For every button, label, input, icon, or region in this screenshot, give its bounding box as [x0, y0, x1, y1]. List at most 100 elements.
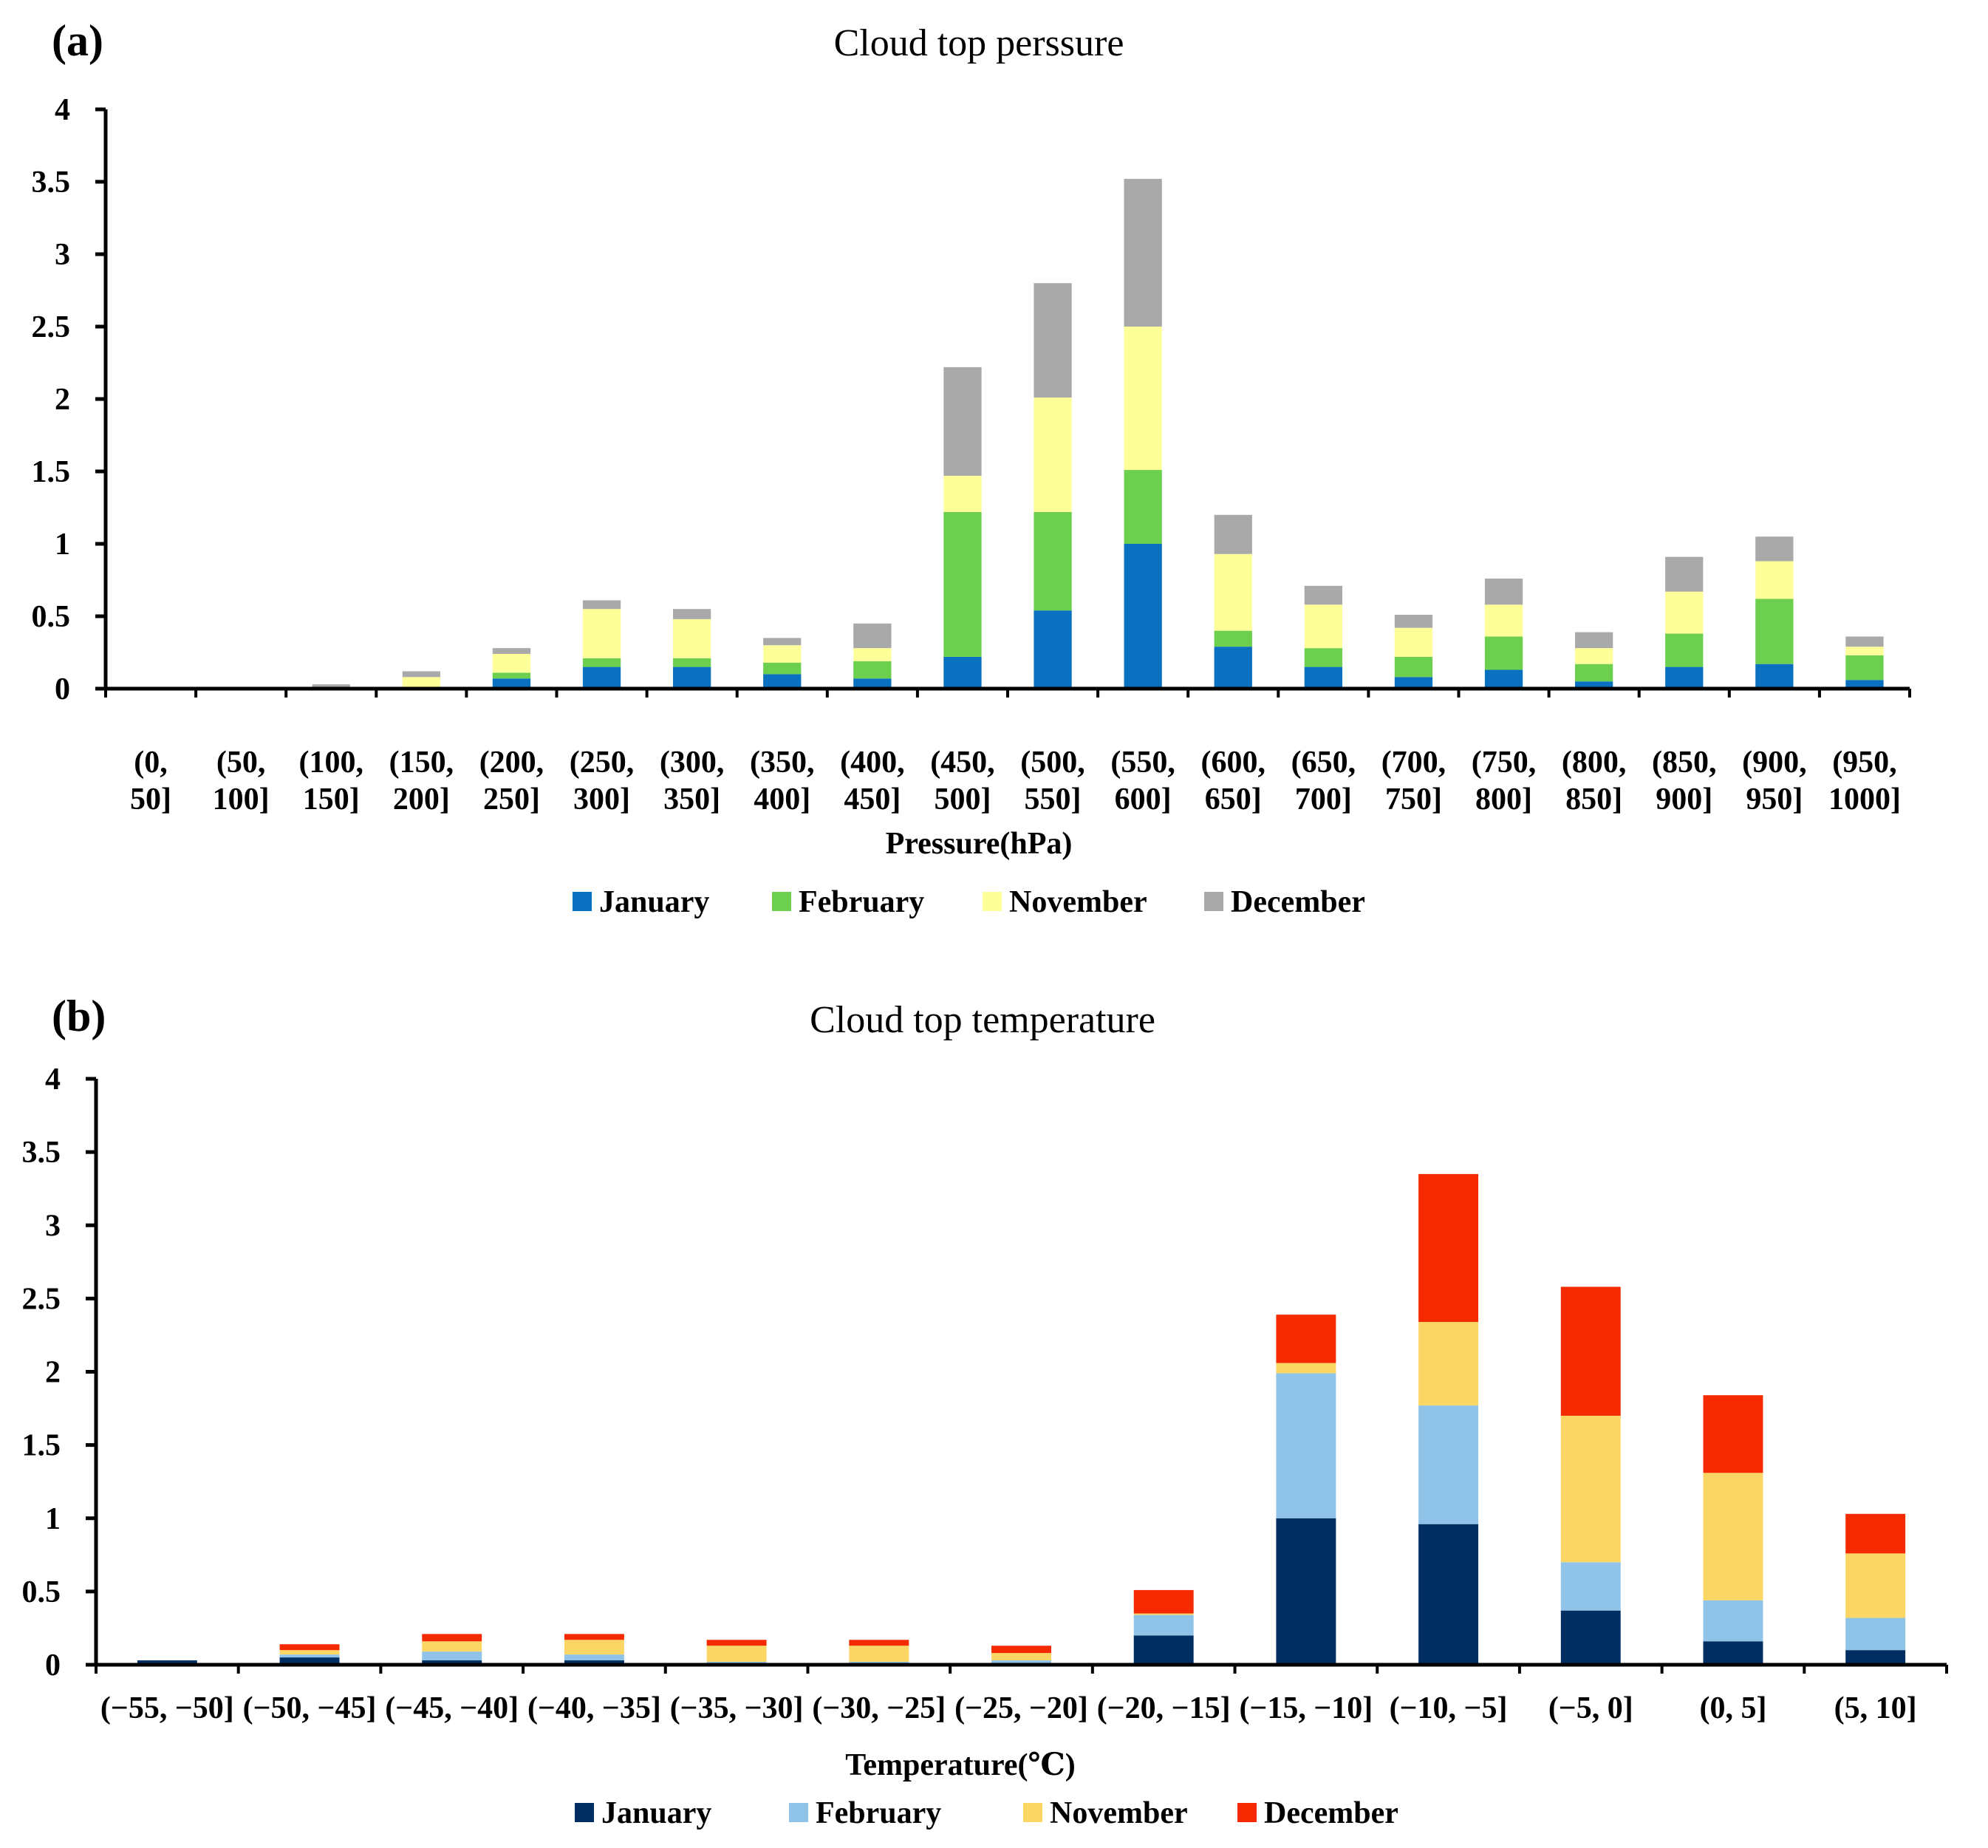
bar-segment-november [1418, 1322, 1479, 1406]
legend-label-february: February [816, 1796, 941, 1830]
bar-segment-january [1124, 544, 1162, 689]
bar-segment-january [1845, 1650, 1906, 1665]
x-tick-label: (650, [1291, 746, 1356, 780]
x-tick-label: (500, [1020, 746, 1085, 780]
bar-segment-february [1560, 1562, 1621, 1611]
x-tick-label: (−50, −45] [243, 1691, 377, 1725]
bar-segment-november [1703, 1473, 1763, 1600]
legend-swatch-december [1204, 892, 1223, 911]
bar-segment-december [312, 684, 350, 688]
chart-panel-a: (a) Cloud top perssure 0 0.5 1 1.5 2 2.5 3 3.5 4… [32, 16, 1911, 919]
y-tick-label: 1 [45, 1502, 61, 1536]
bar-segment-december [853, 623, 892, 649]
x-tick-label: (5, 10] [1834, 1691, 1917, 1725]
x-tick-label: (850, [1652, 746, 1717, 780]
x-tick-label: (250, [570, 746, 635, 780]
bar-segment-february [763, 662, 802, 675]
bar-segment-february [492, 672, 531, 679]
bar-segment-january [492, 678, 531, 689]
y-tick-label: 1.5 [32, 455, 71, 489]
legend-label-november: November [1009, 885, 1147, 919]
bar-segment-december [991, 1646, 1051, 1654]
x-tick-label: (50, [216, 746, 266, 780]
x-tick-label: (−5, 0] [1548, 1691, 1633, 1725]
y-tick-label: 4 [55, 93, 70, 127]
bar-segment-february [1755, 599, 1794, 664]
bar-segment-november [1394, 627, 1433, 657]
x-tick-label: (900, [1742, 746, 1807, 780]
bar-segment-january [1703, 1641, 1763, 1665]
bar-segment-february [1304, 648, 1342, 667]
x-tick-label: 150] [303, 782, 360, 816]
x-tick-label: (−45, −40] [385, 1691, 519, 1725]
bar-segment-january [943, 656, 982, 689]
bar-segment-january [564, 1660, 624, 1665]
legend-label-december: December [1264, 1796, 1398, 1830]
x-axis-ticks-a: (0,50] (50,100] (100,150] (150,200] (200,250… [104, 689, 1911, 816]
bar-segment-november [1214, 553, 1252, 631]
bar-segment-november [582, 609, 621, 658]
panel-label-b: (b) [52, 992, 106, 1040]
bar-segment-november [673, 618, 711, 658]
y-tick-label: 3.5 [32, 166, 71, 200]
x-tick-label: (950, [1832, 746, 1897, 780]
bar-segment-february [422, 1651, 482, 1661]
legend-swatch-november [1023, 1803, 1042, 1822]
bar-segment-november [492, 653, 531, 673]
bar-segment-february [1484, 636, 1523, 670]
x-tick-label: (−40, −35] [527, 1691, 661, 1725]
bar-segment-february [1845, 655, 1884, 681]
x-tick-label: 400] [754, 782, 810, 816]
x-tick-label: (350, [750, 746, 815, 780]
x-tick-label: (300, [660, 746, 725, 780]
x-tick-label: (−55, −50] [100, 1691, 234, 1725]
bar-segment-december [763, 638, 802, 646]
chart-panel-b: (b) Cloud top temperature 0 0.5 1 1.5 2 2.5 3 3… [22, 992, 1948, 1830]
bar-segment-february [1124, 470, 1162, 544]
x-tick-label: (550, [1110, 746, 1175, 780]
bar-segment-january [137, 1660, 197, 1665]
bar-segment-november [853, 648, 892, 661]
bar-segment-february [1394, 656, 1433, 678]
bar-segment-november [1034, 398, 1072, 512]
chart-title-a: Cloud top perssure [834, 22, 1124, 64]
bar-segment-december [492, 648, 531, 654]
bar-segment-january [1133, 1635, 1194, 1665]
bar-segment-december [1276, 1315, 1336, 1363]
y-tick-label: 2 [55, 383, 70, 417]
x-tick-label: (0, [134, 746, 168, 780]
bar-segment-december [1034, 283, 1072, 398]
bar-segment-november [1560, 1415, 1621, 1563]
bar-segment-january [422, 1660, 482, 1665]
legend-swatch-january [573, 892, 592, 911]
legend-swatch-january [575, 1803, 594, 1822]
x-tick-label: (−35, −30] [670, 1691, 804, 1725]
x-tick-label: 600] [1115, 782, 1172, 816]
bar-segment-december [849, 1640, 909, 1646]
bar-segment-february [991, 1660, 1051, 1664]
x-tick-label: 100] [213, 782, 270, 816]
bar-segment-december [279, 1644, 340, 1651]
x-tick-label: 650] [1205, 782, 1262, 816]
x-tick-label: (450, [930, 746, 995, 780]
bar-segment-november [1276, 1363, 1336, 1374]
y-tick-label: 4 [45, 1063, 61, 1097]
bar-segment-february [582, 658, 621, 667]
bar-segment-february [279, 1654, 340, 1658]
bar-segment-december [582, 600, 621, 610]
bar-segment-february [1133, 1615, 1194, 1636]
bar-segment-december [1394, 615, 1433, 628]
bar-segment-january [1560, 1610, 1621, 1665]
bar-segment-november [1755, 561, 1794, 599]
bar-segment-january [853, 678, 892, 689]
bar-segment-november [1124, 327, 1162, 471]
bar-segment-january [1755, 664, 1794, 689]
y-tick-label: 2.5 [22, 1282, 61, 1316]
bar-segment-november [991, 1653, 1051, 1661]
legend-swatch-february [772, 892, 791, 911]
panel-label-a: (a) [52, 16, 103, 65]
legend-label-february: February [799, 885, 924, 919]
legend-label-december: December [1231, 885, 1365, 919]
legend-a: January February November December [573, 885, 1365, 919]
bar-segment-january [582, 666, 621, 689]
